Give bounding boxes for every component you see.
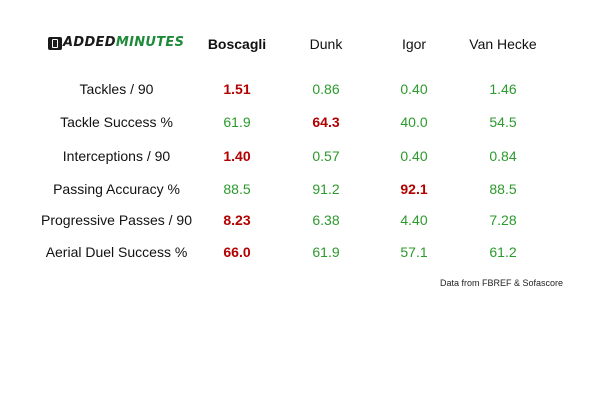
player-header-dunk: Dunk xyxy=(309,36,343,52)
row-label: Progressive Passes / 90 xyxy=(41,212,192,228)
stat-value-best: 8.23 xyxy=(223,212,251,228)
stat-value-best: 1.40 xyxy=(223,148,251,164)
stat-value-best: 92.1 xyxy=(400,181,428,197)
player-header-boscagli: Boscagli xyxy=(207,36,267,52)
stat-value: 6.38 xyxy=(312,212,340,228)
stat-value: 0.86 xyxy=(312,81,340,97)
stat-value: 0.40 xyxy=(400,148,428,164)
stat-value-best: 64.3 xyxy=(312,114,340,130)
data-source-note: Data from FBREF & Sofascore xyxy=(440,278,564,288)
stat-value: 57.1 xyxy=(400,244,428,260)
stat-value: 0.57 xyxy=(312,148,340,164)
stat-value: 61.9 xyxy=(312,244,340,260)
player-header-igor: Igor xyxy=(401,36,427,52)
stat-value: 7.28 xyxy=(489,212,517,228)
stat-value: 40.0 xyxy=(400,114,428,130)
stat-value: 91.2 xyxy=(312,181,340,197)
stat-value: 88.5 xyxy=(223,181,251,197)
stat-value: 1.46 xyxy=(489,81,517,97)
logo-text-minutes: MINUTES xyxy=(115,35,185,50)
stat-value-best: 1.51 xyxy=(223,81,251,97)
row-label: Tackles / 90 xyxy=(79,81,154,97)
stat-value-best: 66.0 xyxy=(223,244,251,260)
row-label: Tackle Success % xyxy=(60,114,173,130)
stat-value: 61.9 xyxy=(223,114,251,130)
player-header-van-hecke: Van Hecke xyxy=(469,36,537,52)
stat-value: 61.2 xyxy=(489,244,517,260)
clock-badge-icon xyxy=(48,36,62,50)
stat-value: 4.40 xyxy=(400,212,428,228)
brand-logo: ADDEDMINUTES xyxy=(48,36,184,50)
stat-value: 88.5 xyxy=(489,181,517,197)
row-label: Aerial Duel Success % xyxy=(45,244,188,260)
stat-value: 0.40 xyxy=(400,81,428,97)
stat-value: 0.84 xyxy=(489,148,517,164)
row-label: Interceptions / 90 xyxy=(62,148,171,164)
stat-value: 54.5 xyxy=(489,114,517,130)
row-label: Passing Accuracy % xyxy=(53,181,180,197)
logo-text-added: ADDED xyxy=(63,35,116,50)
